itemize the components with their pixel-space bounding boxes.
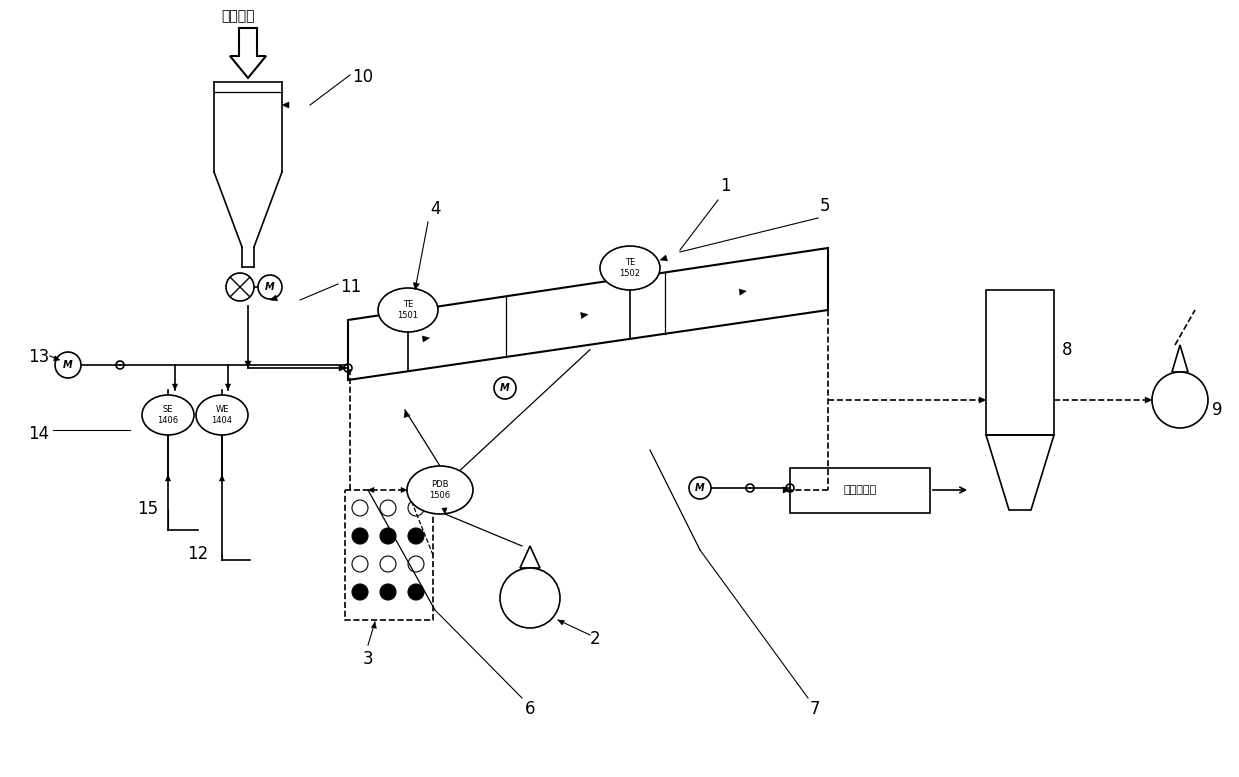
Bar <box>986 290 1054 435</box>
Polygon shape <box>225 384 230 390</box>
Polygon shape <box>219 475 224 481</box>
Polygon shape <box>282 102 289 108</box>
Text: 8: 8 <box>1062 341 1073 359</box>
Text: 11: 11 <box>339 278 362 296</box>
Text: 15: 15 <box>138 500 159 518</box>
Text: 13: 13 <box>28 348 50 366</box>
Circle shape <box>689 477 711 499</box>
Text: WE
1404: WE 1404 <box>212 406 233 425</box>
Text: TE
1502: TE 1502 <box>620 258 641 277</box>
Ellipse shape <box>196 395 248 435</box>
Polygon shape <box>581 312 589 319</box>
Polygon shape <box>979 397 986 403</box>
Polygon shape <box>1145 397 1152 403</box>
Bar <box>344 490 432 620</box>
Circle shape <box>494 377 515 399</box>
Text: 12: 12 <box>187 545 208 563</box>
Circle shape <box>380 584 396 600</box>
Text: 7: 7 <box>810 700 820 718</box>
Text: 6: 6 <box>525 700 535 718</box>
Polygon shape <box>660 255 668 261</box>
Bar <box>790 468 930 513</box>
Polygon shape <box>404 410 410 417</box>
Polygon shape <box>414 283 420 290</box>
Text: PDB
1506: PDB 1506 <box>430 480 451 500</box>
Circle shape <box>258 275 282 299</box>
Polygon shape <box>339 365 346 371</box>
Polygon shape <box>53 356 59 361</box>
Polygon shape <box>401 487 406 493</box>
Circle shape <box>408 584 424 600</box>
Polygon shape <box>270 295 278 301</box>
Ellipse shape <box>378 288 439 332</box>
Polygon shape <box>738 289 746 295</box>
Polygon shape <box>442 507 447 514</box>
Polygon shape <box>372 622 377 629</box>
Ellipse shape <box>600 246 660 290</box>
Text: 10: 10 <box>352 68 373 86</box>
Polygon shape <box>558 620 565 625</box>
Polygon shape <box>368 487 374 493</box>
Polygon shape <box>172 384 177 390</box>
Polygon shape <box>422 336 430 342</box>
Circle shape <box>1152 372 1208 428</box>
Text: 物料进口: 物料进口 <box>222 9 255 23</box>
Text: 4: 4 <box>430 200 441 218</box>
Circle shape <box>55 352 81 378</box>
Text: 5: 5 <box>820 197 830 215</box>
Polygon shape <box>245 361 252 368</box>
Text: M: M <box>501 383 510 393</box>
Text: M: M <box>695 483 705 493</box>
Text: TE
1501: TE 1501 <box>398 300 419 319</box>
Circle shape <box>380 528 396 544</box>
Text: M: M <box>265 282 275 292</box>
Text: 9: 9 <box>1212 401 1223 419</box>
Circle shape <box>408 528 424 544</box>
Text: 1: 1 <box>720 177 731 195</box>
Circle shape <box>501 568 560 628</box>
Polygon shape <box>230 28 266 78</box>
Polygon shape <box>783 487 790 493</box>
Polygon shape <box>165 475 171 481</box>
Text: 到成品料仓: 到成品料仓 <box>844 485 876 495</box>
Text: M: M <box>63 360 73 370</box>
Circle shape <box>225 273 254 301</box>
Ellipse shape <box>142 395 195 435</box>
Text: 2: 2 <box>590 630 601 648</box>
Text: 14: 14 <box>28 425 50 443</box>
Ellipse shape <box>406 466 473 514</box>
Circle shape <box>352 584 368 600</box>
Text: SE
1406: SE 1406 <box>157 406 178 425</box>
Circle shape <box>352 528 368 544</box>
Text: 3: 3 <box>363 650 373 668</box>
